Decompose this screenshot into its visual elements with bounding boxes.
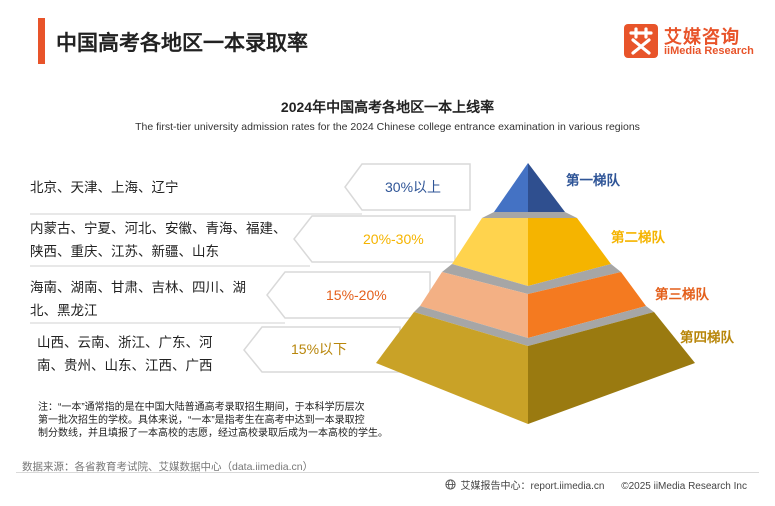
- rate-label-tier4: 15%以下: [291, 341, 348, 357]
- tier-label-3: 第三梯队: [655, 287, 709, 302]
- regions-tier4-line2: 南、贵州、山东、江西、广西: [37, 358, 213, 373]
- globe-icon: [445, 479, 456, 490]
- regions-tier4: 山西、云南、浙江、广东、河 南、贵州、山东、江西、广西: [37, 331, 213, 377]
- footer-divider: [16, 472, 759, 473]
- chart-subtitle: The first-tier university admission rate…: [135, 121, 640, 133]
- copyright: ©2025 iiMedia Research Inc: [621, 481, 747, 492]
- brand-logo: 艾媒咨询 iiMedia Research: [624, 22, 754, 62]
- regions-tier2-line1: 内蒙古、宁夏、河北、安徽、青海、福建、: [30, 221, 287, 236]
- header-accent-bar: [38, 18, 45, 64]
- footer: 艾媒报告中心：report.iimedia.cn ©2025 iiMedia R…: [445, 477, 747, 492]
- rate-label-tier3: 15%-20%: [326, 287, 387, 303]
- regions-tier3-line1: 海南、湖南、甘肃、吉林、四川、湖: [30, 280, 246, 295]
- report-center-link[interactable]: 艾媒报告中心：report.iimedia.cn: [460, 481, 605, 492]
- pyramid-tier-1: [494, 163, 565, 212]
- pyramid-tier-4: [376, 312, 695, 424]
- logo-name: 艾媒咨询: [664, 27, 740, 47]
- callout-band-tier3: [30, 271, 431, 324]
- callout-band-tier2: [30, 215, 456, 267]
- note-line-2: 第一批次招生的学校。具体来说，“一本”是指考生在高考中达到一本录取控: [38, 415, 365, 426]
- rate-label-tier2: 20%-30%: [363, 231, 424, 247]
- tier-label-4: 第四梯队: [680, 330, 734, 345]
- data-source: 数据来源：各省教育考试院、艾媒数据中心（data.iimedia.cn）: [22, 461, 314, 473]
- logo-mark-icon: [624, 24, 658, 58]
- definition-note: 注：“一本”通常指的是在中国大陆普通高考录取招生期间，于本科学历层次 第一批次招…: [38, 401, 418, 440]
- rate-label-tier1: 30%以上: [385, 179, 442, 195]
- chart-title: 2024年中国高考各地区一本上线率: [280, 99, 495, 115]
- callout-band-tier1: [30, 163, 471, 215]
- note-line-3: 制分数线，并且填报了一本高校的志愿，经过高校录取后成为一本高校的学生。: [38, 428, 388, 439]
- regions-tier2-line2: 陕西、重庆、江苏、新疆、山东: [30, 244, 219, 259]
- page-title: 中国高考各地区一本录取率: [56, 32, 308, 55]
- regions-tier4-line1: 山西、云南、浙江、广东、河: [37, 335, 213, 350]
- regions-tier3: 海南、湖南、甘肃、吉林、四川、湖 北、黑龙江: [30, 276, 246, 322]
- regions-tier1: 北京、天津、上海、辽宁: [30, 176, 179, 199]
- note-line-1: 注：“一本”通常指的是在中国大陆普通高考录取招生期间，于本科学历层次: [38, 402, 365, 413]
- regions-tier2: 内蒙古、宁夏、河北、安徽、青海、福建、 陕西、重庆、江苏、新疆、山东: [30, 217, 287, 263]
- regions-tier1-line1: 北京、天津、上海、辽宁: [30, 180, 179, 195]
- pyramid-tier-2: [452, 218, 611, 286]
- tier-label-1: 第一梯队: [566, 173, 620, 188]
- regions-tier3-line2: 北、黑龙江: [30, 303, 98, 318]
- tier-label-2: 第二梯队: [611, 230, 665, 245]
- callout-band-tier4: [243, 326, 401, 373]
- logo-english-name: iiMedia Research: [664, 45, 754, 57]
- pyramid-tier-3: [420, 272, 646, 338]
